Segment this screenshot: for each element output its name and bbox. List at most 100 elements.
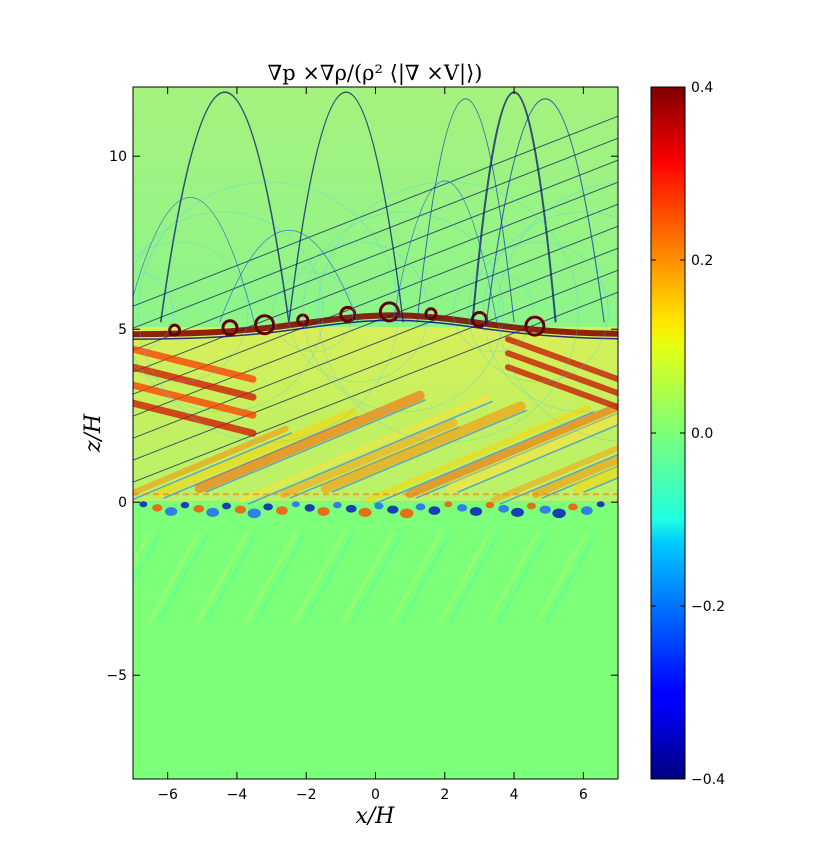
vortex — [168, 323, 182, 337]
negative-streak — [331, 409, 527, 493]
interface-blob — [193, 504, 205, 513]
faint-wave — [497, 531, 550, 623]
interface-blob — [596, 501, 605, 508]
wave-ring — [137, 181, 399, 443]
faint-wave — [438, 531, 492, 623]
faint-wave — [254, 531, 308, 623]
positive-band — [531, 455, 618, 499]
shock-line — [133, 203, 618, 395]
positive-band — [364, 404, 591, 504]
chart-title: ∇p ×∇ρ/(ρ² ⟨|∇ ×V|⟩) — [268, 61, 483, 86]
interface-blob — [444, 501, 453, 508]
negative-streak — [247, 400, 493, 505]
interface-blob — [234, 505, 247, 514]
interface-blob — [221, 502, 232, 510]
interface-blob — [457, 504, 468, 512]
colorbar-tick-label: 0.2 — [691, 253, 713, 269]
shock-line — [133, 291, 618, 483]
interface-blob — [139, 501, 148, 508]
interface-blob — [552, 508, 566, 519]
wave-ring — [272, 271, 354, 353]
colorbar-tick-label: 0.4 — [691, 80, 713, 96]
faint-wave — [400, 531, 453, 623]
y-axis: −5 0 5 10 — [106, 149, 618, 684]
vortex — [424, 307, 438, 321]
shock-arc — [219, 229, 359, 323]
shock-line — [133, 269, 618, 461]
interface-blob — [317, 507, 330, 516]
vortex — [296, 313, 310, 327]
interface-blob — [485, 501, 495, 509]
colorbar-tick-label: −0.4 — [691, 772, 725, 788]
plot-area — [133, 87, 830, 779]
shock-arc — [485, 98, 605, 323]
x-tick-label: 0 — [371, 787, 380, 803]
faint-wave — [133, 531, 162, 585]
shock-arc — [416, 98, 515, 323]
x-axis-label: x/H — [355, 804, 395, 829]
positive-band — [133, 425, 289, 497]
colorbar: 0.4 0.2 0.0 −0.2 −0.4 — [650, 80, 725, 788]
interface-blob — [304, 504, 315, 512]
colorbar-gradient — [651, 87, 685, 779]
interface-blob — [580, 506, 593, 515]
negative-streak — [133, 432, 292, 501]
faint-wave — [535, 531, 589, 623]
wave-ring — [133, 241, 249, 383]
shock-arc — [133, 196, 255, 323]
wave-ring — [482, 211, 618, 413]
positive-band — [446, 412, 618, 494]
faint-wave — [244, 531, 298, 623]
colorbar-ticks: 0.4 0.2 0.0 −0.2 −0.4 — [651, 80, 725, 788]
faint-wave — [303, 531, 356, 623]
x-tick-label: 6 — [579, 787, 588, 803]
wave-ring — [302, 211, 504, 413]
interface-blob — [333, 501, 342, 509]
shock-line — [133, 115, 618, 307]
interface-blob — [291, 501, 300, 508]
wave-ring — [287, 241, 429, 383]
interface-blob — [358, 507, 372, 518]
interface-blob — [263, 503, 273, 511]
wave-ring — [133, 271, 174, 353]
interface-blob — [387, 505, 399, 514]
faint-wave — [351, 531, 405, 623]
y-tick-label: 5 — [118, 322, 127, 338]
faint-wave — [448, 531, 502, 623]
interface-blob — [399, 508, 414, 519]
faint-wave — [487, 531, 540, 623]
faint-wave — [133, 531, 152, 567]
x-tick-label: −2 — [296, 787, 317, 803]
x-tick-label: 4 — [510, 787, 519, 803]
interface-blob — [568, 503, 578, 511]
negative-streak — [205, 399, 426, 493]
shock-line — [133, 181, 618, 373]
red-band — [133, 381, 257, 419]
wave-ring — [467, 241, 609, 383]
negative-streak — [457, 424, 618, 493]
negative-streak — [373, 411, 594, 505]
positive-band — [279, 418, 458, 499]
shock-arc — [288, 91, 404, 323]
red-band — [133, 345, 257, 383]
red-band — [133, 399, 257, 437]
interface-blob — [469, 507, 483, 516]
wave-ring — [133, 211, 324, 413]
interface-blob — [511, 507, 524, 518]
upper-region-tint — [133, 87, 618, 327]
x-tick-label: 2 — [440, 787, 449, 803]
red-band — [133, 363, 257, 401]
shock-arc — [159, 91, 290, 323]
faint-wave — [206, 531, 259, 623]
shock-arc — [392, 180, 498, 323]
interface-blob — [539, 505, 551, 514]
colorbar-tick-label: −0.2 — [691, 599, 725, 615]
positive-band — [490, 444, 618, 504]
interface-blob — [206, 507, 220, 518]
interface-blob — [164, 507, 178, 516]
positive-band — [662, 412, 830, 494]
positive-band — [153, 408, 357, 499]
vortex — [221, 319, 239, 337]
positive-band — [238, 394, 490, 504]
